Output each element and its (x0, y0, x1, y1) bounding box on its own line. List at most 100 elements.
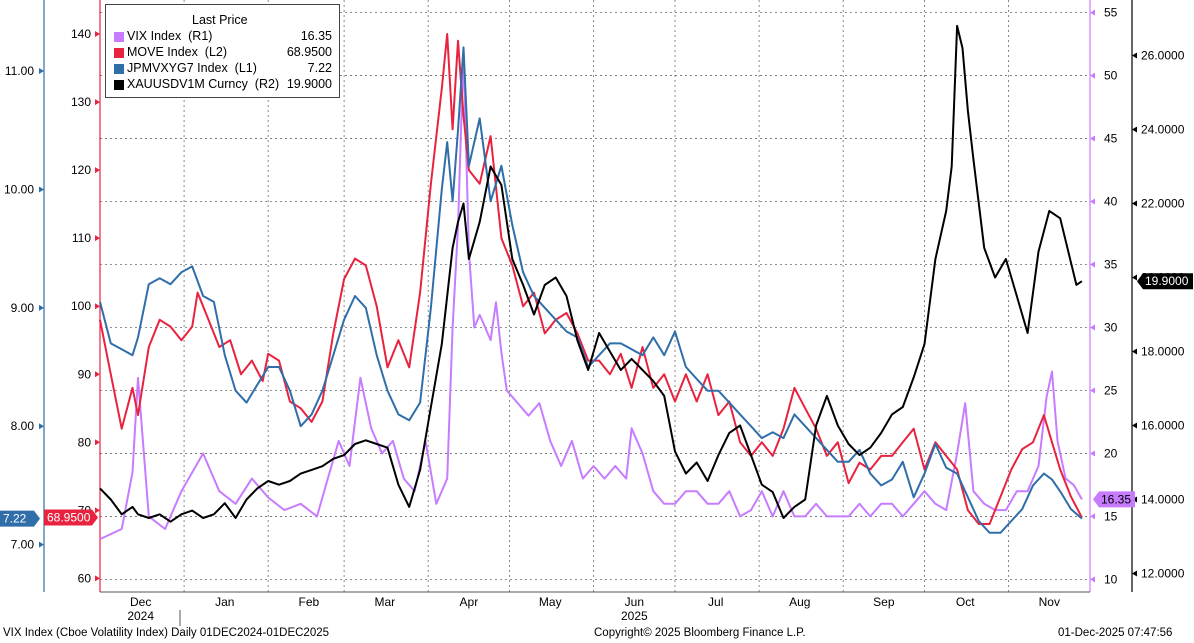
last-value-label: 16.35 (1101, 492, 1131, 506)
tick-marker (1090, 198, 1095, 205)
x-tick-label: Jul (708, 595, 723, 609)
tick-label-r1: 55 (1104, 6, 1118, 20)
x-tick-label: Mar (374, 595, 395, 609)
tick-label-r2: 18.0000 (1141, 345, 1185, 359)
legend-row-vix: VIX Index (R1) 16.35 (114, 29, 336, 45)
tick-marker (95, 31, 100, 38)
legend-swatch (114, 80, 124, 90)
legend-name: VIX Index (R1) (127, 29, 213, 43)
tick-label-r1: 25 (1104, 383, 1118, 397)
tick-marker (1090, 576, 1095, 583)
tick-label-r1: 20 (1104, 446, 1118, 460)
series-line-3 (99, 24, 1083, 523)
tick-marker (1090, 387, 1095, 394)
legend-name: MOVE Index (L2) (127, 45, 228, 59)
x-tick-label: Apr (460, 595, 479, 609)
tick-label-r1: 40 (1104, 195, 1118, 209)
tick-marker (1090, 450, 1095, 457)
tick-label-l2: 140 (71, 27, 91, 41)
last-value-badges: 7.22 68.9500 16.35 19.9000 (0, 273, 1193, 527)
tick-marker (39, 186, 44, 193)
legend-value: 68.9500 (286, 45, 332, 59)
tick-label-r1: 35 (1104, 258, 1118, 272)
x-tick-label: Jun (625, 595, 644, 609)
series-line-0 (99, 49, 1083, 541)
legend-value: 19.9000 (286, 77, 332, 91)
x-tick-label: Jan (215, 595, 234, 609)
last-value-label: 68.9500 (47, 510, 91, 524)
x-tick-label: Nov (1039, 595, 1060, 609)
tick-label-r2: 16.0000 (1141, 419, 1185, 433)
tick-label-r2: 14.0000 (1141, 493, 1185, 507)
tick-marker (95, 303, 100, 310)
tick-label-r1: 45 (1104, 132, 1118, 146)
last-value-badge (1093, 491, 1135, 508)
tick-label-l1: 10.00 (4, 182, 34, 196)
tick-marker (1090, 324, 1095, 331)
tick-marker (1090, 9, 1095, 16)
tick-marker (1090, 72, 1095, 79)
legend-row-move: MOVE Index (L2) 68.9500 (114, 45, 336, 61)
tick-label-r1: 10 (1104, 572, 1118, 586)
tick-marker (95, 167, 100, 174)
tick-marker (1132, 52, 1137, 59)
legend: Last Price VIX Index (R1) 16.35 MOVE Ind… (105, 4, 340, 98)
tick-marker (1132, 422, 1137, 429)
footer-copyright: Copyright© 2025 Bloomberg Finance L.P. (594, 627, 806, 639)
tick-label-l2: 120 (71, 163, 91, 177)
legend-value: 7.22 (307, 61, 332, 75)
tick-label-l2: 90 (78, 367, 92, 381)
legend-name: JPMVXYG7 Index (L1) (127, 61, 257, 75)
grid (99, 0, 1090, 592)
legend-swatch (114, 32, 124, 42)
tick-marker (1132, 200, 1137, 207)
tick-label-r1: 50 (1104, 69, 1118, 83)
last-value-badge (1137, 273, 1193, 290)
x-tick-label: Sep (873, 595, 895, 609)
tick-marker (39, 541, 44, 548)
series-line-2 (99, 46, 1083, 534)
tick-label-l1: 11.00 (5, 64, 34, 78)
last-value-badge (44, 509, 98, 526)
x-year-label: 2025 (621, 609, 648, 623)
last-value-label: 19.9000 (1145, 274, 1189, 288)
tick-marker (95, 235, 100, 242)
series-line-1 (99, 33, 1083, 525)
tick-label-r2: 12.0000 (1141, 567, 1185, 581)
footer-timestamp: 01-Dec-2025 07:47:56 (1058, 627, 1173, 639)
legend-value: 16.35 (300, 29, 332, 43)
tick-label-l2: 100 (71, 299, 91, 313)
x-tick-label: Aug (789, 595, 810, 609)
x-tick-label: Oct (956, 595, 975, 609)
tick-label-r1: 15 (1104, 509, 1118, 523)
tick-label-r1: 30 (1104, 320, 1118, 334)
tick-marker (1090, 135, 1095, 142)
legend-title: Last Price (192, 13, 248, 27)
legend-name: XAUUSDV1M Curncy (R2) (127, 77, 280, 91)
tick-marker (39, 423, 44, 430)
tick-label-l2: 110 (72, 231, 91, 245)
tick-marker (1090, 261, 1095, 268)
legend-row-xau: XAUUSDV1M Curncy (R2) 19.9000 (114, 77, 336, 93)
series-lines (99, 24, 1083, 541)
tick-marker (95, 99, 100, 106)
tick-marker (1132, 570, 1137, 577)
x-tick-label: Feb (299, 595, 320, 609)
tick-marker (95, 439, 100, 446)
tick-label-l1: 9.00 (11, 301, 35, 315)
footer-description: VIX Index (Cboe Volatility Index) Daily … (3, 627, 330, 639)
tick-marker (39, 68, 44, 75)
last-value-label: 7.22 (3, 512, 27, 526)
tick-marker (39, 304, 44, 311)
legend-swatch (114, 64, 124, 74)
tick-marker (95, 575, 100, 582)
x-tick-label: May (539, 595, 562, 609)
tick-label-l1: 7.00 (11, 538, 35, 552)
last-value-badge (0, 510, 40, 527)
tick-marker (95, 371, 100, 378)
tick-label-r2: 26.0000 (1141, 49, 1185, 63)
tick-label-l2: 130 (71, 95, 91, 109)
tick-label-r2: 24.0000 (1141, 123, 1185, 137)
tick-label-l2: 80 (78, 435, 92, 449)
